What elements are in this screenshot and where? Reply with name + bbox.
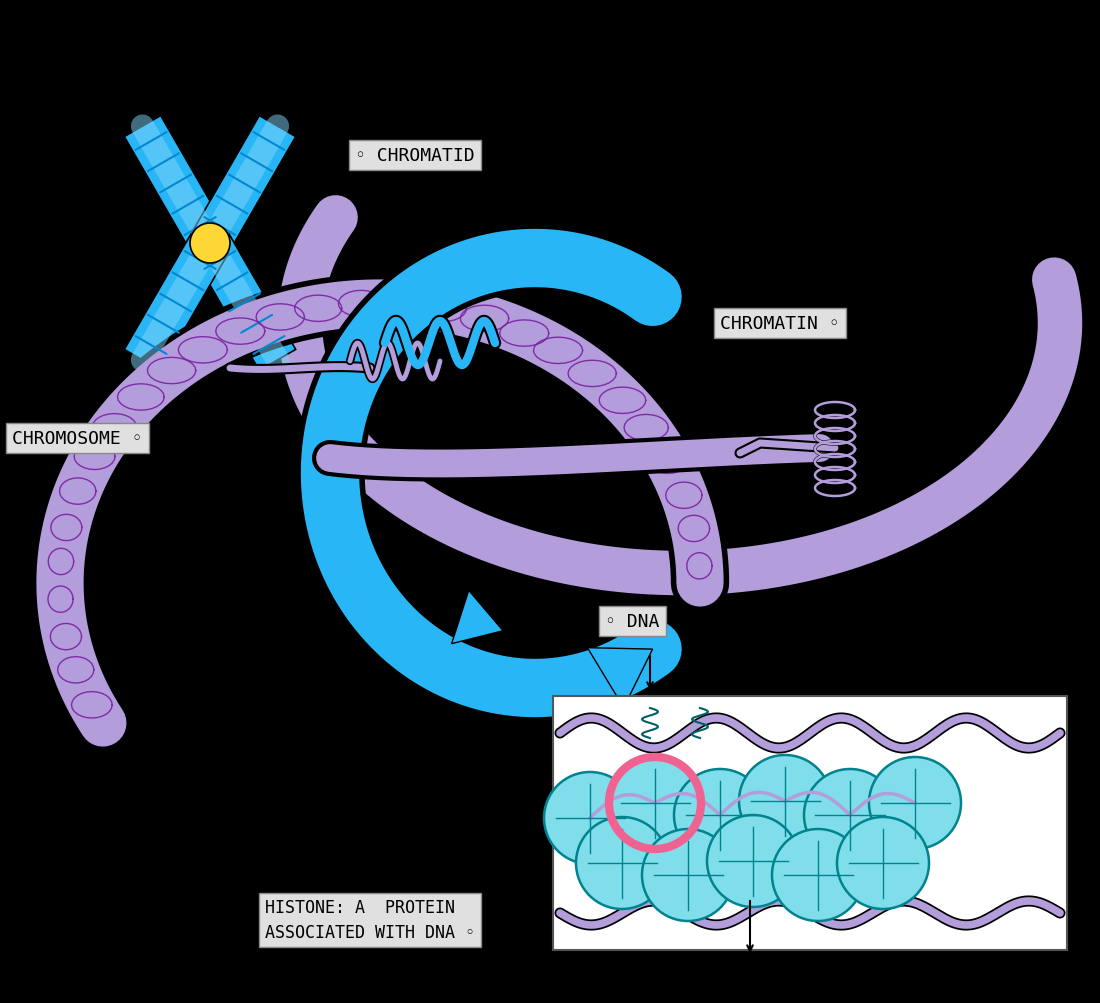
Circle shape bbox=[869, 757, 961, 850]
Circle shape bbox=[707, 815, 799, 907]
Circle shape bbox=[739, 755, 830, 848]
Circle shape bbox=[674, 769, 766, 862]
Polygon shape bbox=[452, 591, 503, 644]
Circle shape bbox=[804, 769, 896, 862]
Text: ◦ DNA: ◦ DNA bbox=[605, 613, 659, 630]
Circle shape bbox=[837, 817, 930, 909]
Text: ◦ CHROMATID: ◦ CHROMATID bbox=[355, 146, 474, 164]
Circle shape bbox=[642, 829, 734, 921]
Circle shape bbox=[190, 224, 230, 264]
Polygon shape bbox=[587, 648, 652, 708]
Circle shape bbox=[576, 817, 668, 909]
Circle shape bbox=[772, 829, 864, 921]
Polygon shape bbox=[191, 234, 296, 371]
Text: CHROMOSOME ◦: CHROMOSOME ◦ bbox=[12, 429, 143, 447]
Circle shape bbox=[544, 772, 636, 865]
Polygon shape bbox=[191, 116, 296, 254]
Polygon shape bbox=[124, 234, 228, 371]
Polygon shape bbox=[124, 116, 228, 254]
Text: CHROMATIN ◦: CHROMATIN ◦ bbox=[720, 315, 839, 333]
Circle shape bbox=[609, 757, 701, 850]
FancyBboxPatch shape bbox=[553, 696, 1067, 950]
Text: HISTONE: A  PROTEIN
ASSOCIATED WITH DNA ◦: HISTONE: A PROTEIN ASSOCIATED WITH DNA ◦ bbox=[265, 899, 475, 942]
